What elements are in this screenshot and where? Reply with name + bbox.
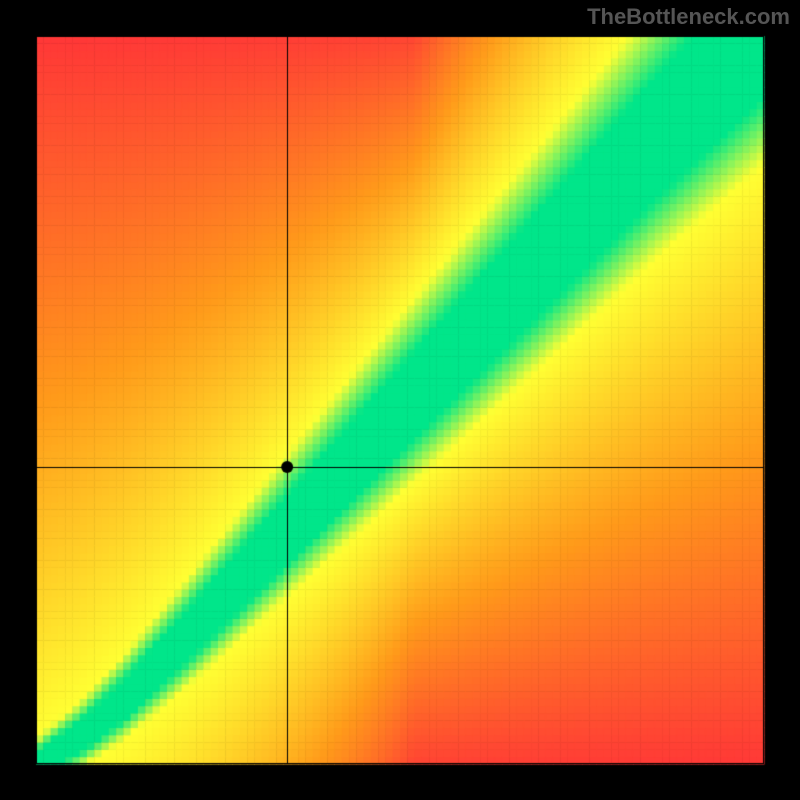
watermark-text: TheBottleneck.com [587, 4, 790, 30]
heatmap-canvas [0, 0, 800, 800]
chart-container: TheBottleneck.com [0, 0, 800, 800]
